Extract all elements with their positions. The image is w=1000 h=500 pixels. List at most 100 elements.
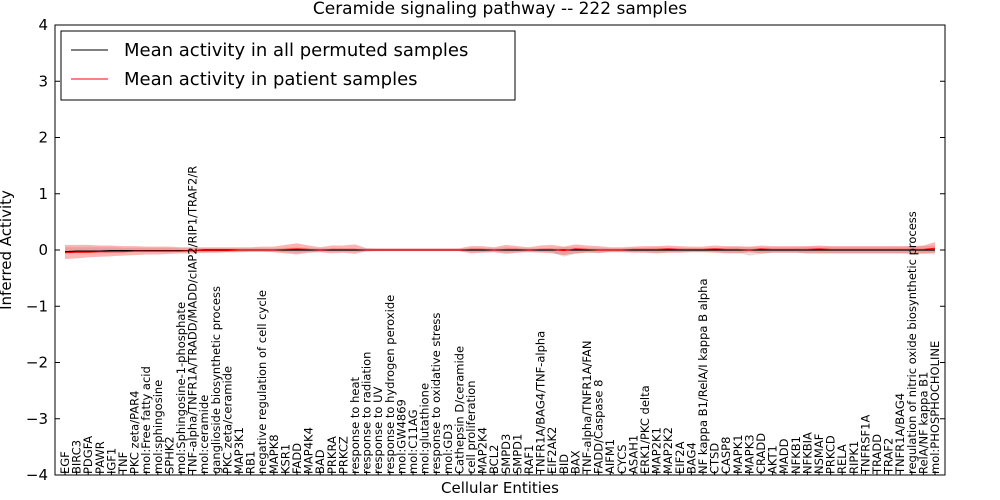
- x-category-label: CYCS: [615, 444, 629, 474]
- x-category-label: PRKCD: [824, 435, 838, 474]
- x-category-label: NSMAF: [812, 434, 826, 474]
- legend-label-patient: Mean activity in patient samples: [124, 69, 418, 90]
- x-category-label: mol:C11AG: [406, 409, 420, 474]
- y-tick-label: 1: [38, 185, 48, 203]
- x-category-label: negative regulation of cell cycle: [255, 290, 269, 474]
- x-category-label: BAD: [313, 449, 327, 474]
- x-category-label: cell proliferation: [464, 380, 478, 474]
- x-category-label: MAP2K4: [476, 427, 490, 474]
- x-category-label: BIRC3: [70, 440, 84, 474]
- x-category-label: MAP2K1: [650, 427, 664, 474]
- x-category-label: response to oxidative stress: [429, 313, 443, 474]
- x-category-label: mol:glutathione: [418, 383, 432, 474]
- x-category-label: PAWR: [93, 441, 107, 474]
- x-category-label: TNF: [116, 452, 130, 475]
- x-category-label: FADD: [290, 443, 304, 474]
- y-tick-label: 3: [38, 72, 48, 90]
- x-category-label: AKT1: [766, 445, 780, 474]
- x-category-label: CTSD: [708, 443, 722, 474]
- x-category-label: NFKB1: [789, 436, 803, 474]
- x-category-label: mol:PHOSPHOCHOLINE: [928, 341, 942, 474]
- x-category-label: mol:Free fatty acid: [139, 366, 153, 474]
- x-category-label: RelA/NF kappa B1: [916, 372, 930, 474]
- x-category-label: KSR1: [278, 444, 292, 474]
- y-axis-ticks: −4 −3 −2 −1 0 1 2 3 4: [26, 16, 945, 484]
- x-category-label: SPHK2: [162, 436, 176, 474]
- x-category-label: FADD/Caspase 8: [592, 380, 606, 474]
- x-category-label: BID: [557, 454, 571, 474]
- x-category-label: CRADD: [754, 433, 768, 474]
- legend: Mean activity in all permuted samples Me…: [60, 30, 516, 101]
- x-axis-ticks: [64, 471, 936, 475]
- x-category-label: TNFR1A/BAG4: [893, 393, 907, 475]
- x-category-label: mol:GD3: [441, 424, 455, 474]
- x-category-label: PKC zeta/ceramide: [220, 366, 234, 474]
- x-category-label: mol:Sphingosine-1-phosphate: [174, 302, 188, 474]
- y-axis-title: Inferred Activity: [0, 190, 15, 310]
- x-category-label: regulation of nitric oxide biosynthetic …: [905, 211, 919, 474]
- x-category-label: TNFRSF1A: [858, 415, 872, 475]
- x-category-label: NF kappa B1/RelA/I kappa B alpha: [696, 278, 710, 474]
- x-category-label: response to hydrogen peroxide: [383, 295, 397, 474]
- x-axis-title: Cellular Entities: [441, 479, 559, 497]
- y-tick-label: 4: [38, 16, 48, 34]
- x-category-label: MADD: [777, 438, 791, 474]
- x-category-label: mol:GW4869: [394, 399, 408, 474]
- chart-title: Ceramide signaling pathway -- 222 sample…: [313, 0, 687, 19]
- x-category-label: response to radiation: [360, 352, 374, 474]
- x-category-label: TNFR1A/BAG4/TNF-alpha: [534, 331, 548, 475]
- x-category-label: MAPK1: [731, 434, 745, 474]
- x-category-label: RB1: [244, 451, 258, 474]
- x-category-label: response to heat: [348, 377, 362, 474]
- x-category-label: ganglioside biosynthetic process: [209, 286, 223, 474]
- x-category-label: MAP3K1: [232, 427, 246, 474]
- x-category-label: PKC zeta/PAR4: [128, 391, 142, 474]
- plot-border: [54, 24, 946, 476]
- band-series-0: [65, 245, 935, 257]
- x-category-label: RELA: [835, 444, 849, 474]
- x-category-label: TNF-alpha/TNFR1A/FAN: [580, 341, 594, 475]
- x-category-label: SMPD3: [499, 434, 513, 474]
- x-category-label: MAP4K4: [302, 427, 316, 474]
- x-category-label: response to UV: [371, 386, 385, 474]
- y-tick-label: 0: [38, 241, 48, 259]
- x-category-label: MAPK8: [267, 434, 281, 474]
- x-category-label: BCL2: [487, 445, 501, 474]
- legend-label-permuted: Mean activity in all permuted samples: [124, 40, 468, 61]
- x-category-label: BAX: [568, 450, 582, 474]
- y-tick-label: −1: [26, 297, 48, 315]
- line-series-1: [64, 247, 936, 254]
- x-category-label: IGF1: [104, 448, 118, 474]
- y-tick-label: 2: [38, 129, 48, 147]
- x-category-label: TNF-alpha/TNFR1A/TRADD/MADD/cIAP2/RIP1/T…: [186, 166, 200, 475]
- x-category-label: ERK1/PKC delta: [638, 385, 652, 474]
- x-category-label: SMPD1: [510, 434, 524, 474]
- series-lines: [64, 247, 936, 254]
- x-category-label: AIFM1: [603, 439, 617, 474]
- x-category-label: PRKRA: [325, 436, 339, 474]
- x-category-label: Cathepsin D/ceramide: [452, 346, 466, 474]
- x-category-label: MAP2K2: [661, 427, 675, 474]
- x-category-label: EGF: [58, 451, 72, 474]
- x-category-label: ASAH1: [626, 435, 640, 474]
- x-category-label: BAG4: [684, 442, 698, 474]
- x-category-label: RIPK1: [847, 441, 861, 474]
- x-category-label: EIF2A: [673, 441, 687, 474]
- x-category-label: EIF2AK2: [545, 427, 559, 474]
- x-category-label: RAF1: [522, 445, 536, 474]
- x-category-label: PRKCZ: [336, 436, 350, 474]
- x-category-label: MAPK3: [742, 434, 756, 474]
- y-tick-label: −4: [26, 466, 48, 484]
- x-category-label: PDGFA: [81, 436, 95, 474]
- legend-box: [60, 30, 516, 101]
- x-category-label: NFKBIA: [800, 432, 814, 474]
- x-category-label: mol:sphingosine: [151, 380, 165, 474]
- x-category-label: TRADD: [870, 434, 884, 475]
- y-tick-label: −3: [26, 410, 48, 428]
- y-tick-label: −2: [26, 354, 48, 372]
- x-category-label: mol:ceramide: [197, 395, 211, 474]
- x-category-label: CASP8: [719, 437, 733, 474]
- x-category-label: TRAF2: [882, 438, 896, 475]
